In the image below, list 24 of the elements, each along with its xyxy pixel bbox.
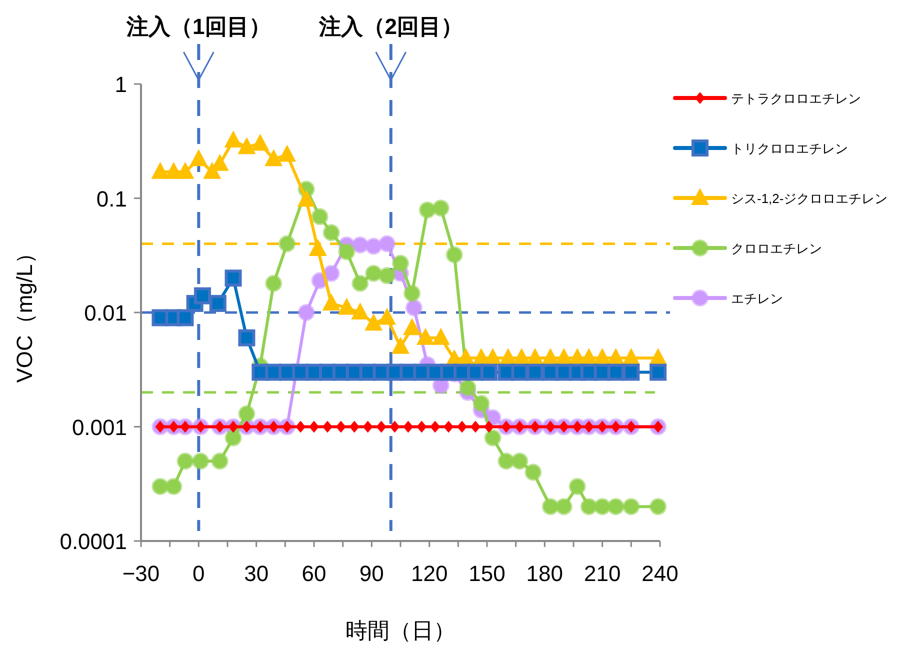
- x-tick-label: 60: [302, 561, 326, 586]
- y-tick-label: 0.01: [84, 300, 127, 326]
- y-tick-label: 1: [114, 72, 127, 97]
- legend-label: トリクロロエチレン: [731, 141, 848, 156]
- y-tick-label: 0.0001: [60, 529, 127, 554]
- y-tick-label: 0.1: [96, 186, 127, 212]
- ref-line-label: 注入（1回目）: [126, 14, 271, 39]
- x-tick-label: 120: [410, 561, 448, 586]
- y-tick-label: 0.001: [72, 414, 127, 440]
- x-tick-label: 180: [526, 561, 564, 586]
- legend-label: エチレン: [731, 291, 783, 306]
- x-tick-label: 0: [192, 561, 205, 586]
- ref-line-label: 注入（2回目）: [318, 14, 464, 39]
- legend-label: シス-1,2-ジクロロエチレン: [731, 191, 888, 206]
- legend-label: クロロエチレン: [731, 241, 822, 256]
- x-tick-label: 150: [468, 561, 506, 586]
- y-axis-title: VOC（mg/L）: [12, 242, 37, 383]
- x-tick-label: 90: [359, 561, 384, 586]
- x-tick-label: 30: [244, 561, 269, 586]
- legend-label: テトラクロロエチレン: [731, 91, 861, 106]
- x-tick-label: 210: [584, 561, 621, 586]
- x-tick-label: 240: [642, 561, 678, 586]
- x-axis-title: 時間（日）: [346, 618, 456, 643]
- x-tick-label: −30: [122, 561, 160, 586]
